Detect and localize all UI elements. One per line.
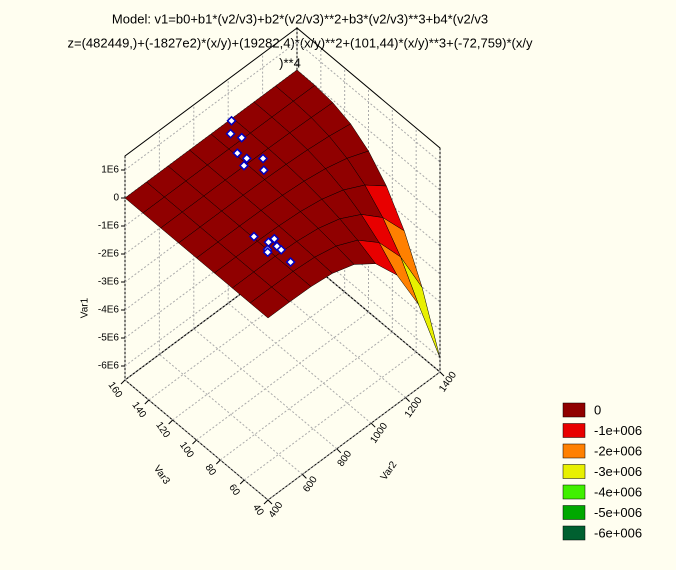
legend-swatch bbox=[562, 443, 586, 459]
legend-label: 0 bbox=[594, 402, 601, 417]
z-tick-label: -4E6 bbox=[98, 305, 120, 316]
legend-label: -4e+006 bbox=[594, 484, 642, 499]
z-tick-label: -6E6 bbox=[98, 361, 120, 372]
surface-patch bbox=[249, 286, 290, 319]
tick-mark bbox=[144, 399, 150, 405]
z-tick-label: 1E6 bbox=[101, 165, 119, 176]
data-point bbox=[276, 244, 287, 255]
data-point bbox=[285, 256, 296, 268]
legend-swatch bbox=[562, 464, 586, 479]
z-tick-label: 0 bbox=[113, 193, 119, 204]
data-point bbox=[241, 153, 252, 164]
data-point bbox=[258, 165, 269, 176]
legend-label: -1e+006 bbox=[594, 423, 642, 438]
data-point bbox=[263, 237, 274, 248]
data-point bbox=[236, 132, 247, 143]
legend-label: -3e+006 bbox=[594, 464, 642, 479]
legend-swatch bbox=[562, 525, 586, 541]
legend-swatch bbox=[562, 423, 586, 438]
legend-swatch bbox=[562, 402, 586, 418]
title-line: Model: v1=b0+b1*(v2/v3)+b2*(v2/v3)**2+b3… bbox=[112, 11, 488, 26]
data-point bbox=[248, 231, 259, 242]
tick-mark bbox=[302, 474, 307, 479]
tick-mark bbox=[405, 397, 410, 402]
data-point bbox=[232, 148, 243, 159]
grid-line bbox=[262, 277, 406, 398]
legend-label: -2e+006 bbox=[594, 443, 642, 458]
data-point bbox=[262, 247, 273, 258]
data-point bbox=[269, 233, 280, 244]
legend-label: -5e+006 bbox=[594, 505, 642, 520]
data-point bbox=[238, 160, 250, 171]
tick-mark bbox=[267, 499, 273, 505]
tick-mark bbox=[120, 379, 126, 385]
tick-mark bbox=[370, 422, 376, 428]
data-point bbox=[226, 115, 237, 126]
z-tick-label: -5E6 bbox=[98, 333, 120, 344]
tick-mark bbox=[168, 419, 174, 425]
tick-mark bbox=[215, 459, 221, 465]
tick-mark bbox=[263, 499, 269, 505]
data-point bbox=[225, 128, 236, 139]
grid-line bbox=[159, 354, 303, 475]
title-line: )**4 bbox=[279, 55, 301, 70]
tick-mark bbox=[336, 448, 342, 454]
z-tick-label: -3E6 bbox=[98, 277, 120, 288]
z-axis-title: Var1 bbox=[80, 297, 91, 318]
tick-mark bbox=[439, 371, 445, 377]
z-tick-label: -1E6 bbox=[98, 221, 120, 232]
legend-swatch bbox=[562, 484, 586, 500]
legend-swatch bbox=[562, 505, 586, 520]
data-point bbox=[257, 153, 269, 164]
title-line: z=(482449,)+(-1827e2)*(x/y)+(19282,4)*(x… bbox=[68, 35, 533, 50]
legend-label: -6e+006 bbox=[594, 525, 642, 540]
tick-mark bbox=[192, 439, 197, 445]
tick-mark bbox=[239, 479, 245, 485]
z-tick-label: -2E6 bbox=[98, 249, 120, 260]
